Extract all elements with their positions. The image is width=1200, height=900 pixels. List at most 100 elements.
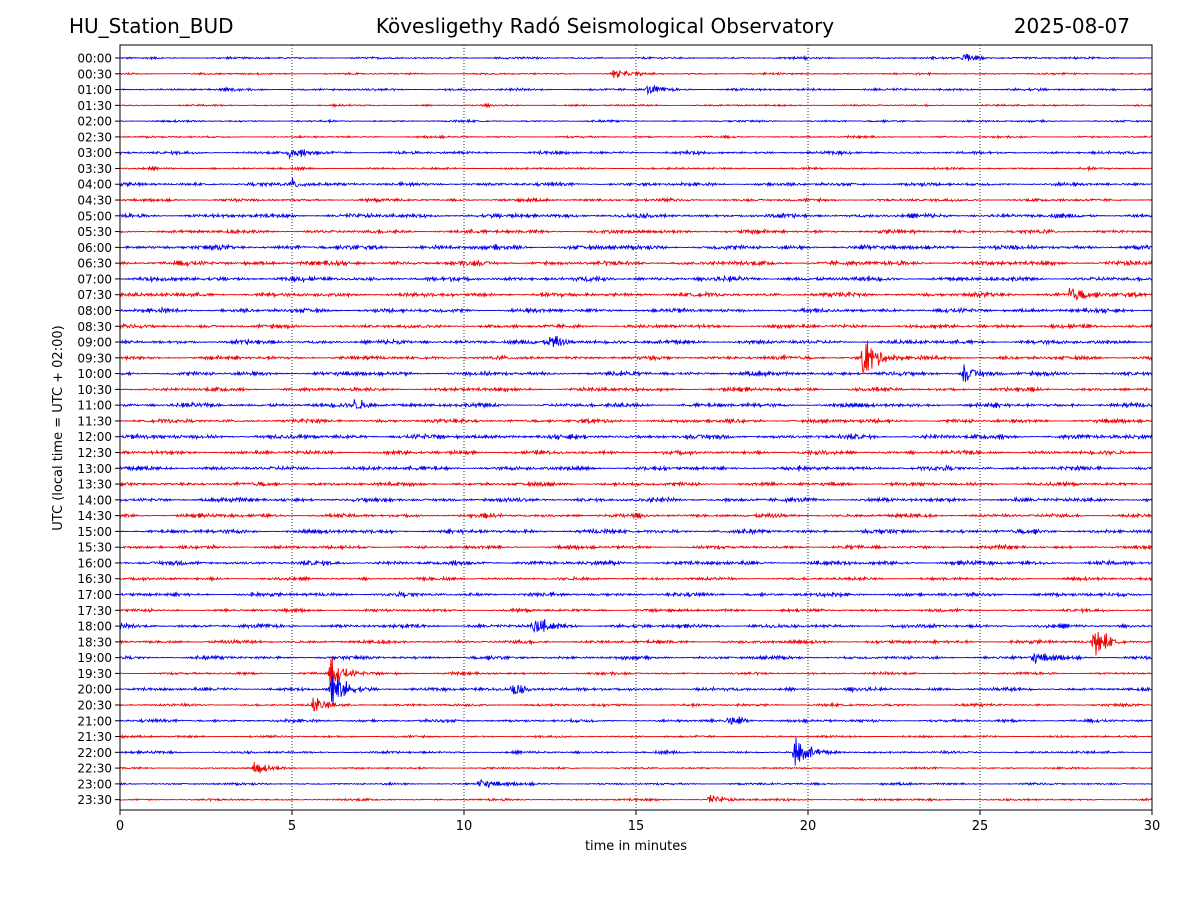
trace-0000 (119, 53, 1152, 62)
trace-0700 (119, 274, 1153, 284)
y-tick-label: 09:00 (77, 336, 112, 350)
trace-1430 (119, 511, 1153, 520)
trace-1630 (119, 575, 1153, 583)
trace-2130 (119, 733, 1153, 740)
y-tick-label: 06:30 (77, 257, 112, 271)
trace-0730 (119, 288, 1153, 301)
y-tick-label: 13:00 (77, 462, 112, 476)
trace-2330 (119, 794, 1153, 803)
y-tick-label: 03:00 (77, 146, 112, 160)
y-tick-label: 08:00 (77, 304, 112, 318)
trace-2100 (119, 716, 1153, 726)
x-tick-label: 25 (972, 819, 989, 834)
x-tick-label: 10 (456, 819, 473, 834)
trace-0330 (119, 165, 1153, 172)
trace-1100 (119, 399, 1153, 410)
observatory-title: Kövesligethy Radó Seismological Observat… (375, 14, 835, 38)
trace-1400 (119, 496, 1153, 504)
y-tick-label: 05:00 (77, 209, 112, 223)
y-tick-label: 21:30 (77, 730, 112, 744)
trace-1530 (119, 543, 1153, 551)
trace-0630 (119, 259, 1153, 268)
x-tick-label: 20 (800, 819, 817, 834)
trace-0500 (119, 211, 1153, 220)
y-tick-label: 17:00 (77, 588, 112, 602)
trace-1930 (119, 657, 1153, 691)
trace-1830 (119, 631, 1153, 656)
trace-0600 (119, 243, 1153, 252)
x-tick-label: 0 (116, 819, 124, 834)
trace-1330 (119, 480, 1153, 488)
y-tick-label: 01:00 (77, 83, 112, 97)
y-tick-label: 11:00 (77, 399, 112, 413)
trace-1200 (119, 432, 1153, 441)
station-title: HU_Station_BUD (69, 14, 234, 38)
trace-1500 (119, 527, 1153, 536)
y-tick-label: 06:00 (77, 241, 112, 255)
trace-0130 (119, 102, 1153, 109)
y-tick-label: 00:00 (77, 52, 112, 66)
y-tick-label: 23:30 (77, 793, 112, 807)
trace-0100 (119, 84, 1153, 96)
y-tick-label: 22:00 (77, 746, 112, 760)
y-tick-label: 04:00 (77, 178, 112, 192)
y-tick-label: 14:00 (77, 493, 112, 507)
y-tick-label: 10:30 (77, 383, 112, 397)
y-tick-label: 10:00 (77, 367, 112, 381)
y-tick-label: 16:30 (77, 572, 112, 586)
y-axis-label: UTC (local time = UTC + 02:00) (51, 325, 66, 530)
trace-1800 (119, 619, 1152, 634)
y-tick-label: 21:00 (77, 714, 112, 728)
y-tick-label: 18:30 (77, 635, 112, 649)
trace-0400 (119, 177, 1152, 188)
trace-2300 (119, 779, 1153, 788)
seismic-traces (119, 53, 1153, 803)
trace-0830 (119, 322, 1153, 330)
y-tick-label: 15:30 (77, 541, 112, 555)
trace-1900 (119, 652, 1153, 664)
x-axis: 0 5 10 15 20 25 30 (116, 810, 1160, 834)
y-tick-label: 07:30 (77, 288, 112, 302)
y-tick-label: 16:00 (77, 556, 112, 570)
trace-1730 (119, 606, 1153, 614)
trace-2230 (119, 762, 1153, 774)
y-tick-label: 11:30 (77, 414, 112, 428)
trace-2000 (119, 675, 1153, 705)
y-tick-label: 04:30 (77, 194, 112, 208)
y-tick-label: 19:00 (77, 651, 112, 665)
y-tick-label: 23:00 (77, 777, 112, 791)
y-tick-label: 02:30 (77, 130, 112, 144)
y-tick-label: 07:00 (77, 272, 112, 286)
date-title: 2025-08-07 (1013, 14, 1130, 38)
trace-0430 (119, 196, 1153, 204)
trace-0800 (119, 306, 1153, 315)
y-tick-label: 19:30 (77, 667, 112, 681)
trace-0200 (119, 118, 1153, 124)
trace-0930 (119, 340, 1153, 373)
trace-1300 (119, 464, 1153, 472)
trace-2030 (119, 697, 1153, 712)
trace-1230 (119, 448, 1153, 457)
trace-0900 (119, 336, 1153, 348)
trace-1700 (119, 590, 1153, 599)
trace-0530 (119, 228, 1153, 236)
trace-1600 (119, 558, 1153, 567)
trace-2200 (119, 737, 1153, 766)
trace-0230 (119, 134, 1153, 140)
y-tick-label: 20:00 (77, 683, 112, 697)
y-tick-label: 05:30 (77, 225, 112, 239)
y-tick-label: 20:30 (77, 698, 112, 712)
y-tick-label: 18:00 (77, 620, 112, 634)
x-tick-label: 15 (628, 819, 645, 834)
trace-1000 (119, 364, 1153, 382)
trace-0030 (119, 69, 1153, 79)
y-tick-label: 02:00 (77, 115, 112, 129)
y-tick-label: 03:30 (77, 162, 112, 176)
x-axis-label: time in minutes (585, 839, 687, 854)
y-tick-label: 14:30 (77, 509, 112, 523)
trace-1030 (119, 385, 1153, 393)
trace-0300 (119, 149, 1153, 160)
x-tick-label: 5 (288, 819, 296, 834)
y-tick-label: 08:30 (77, 320, 112, 334)
